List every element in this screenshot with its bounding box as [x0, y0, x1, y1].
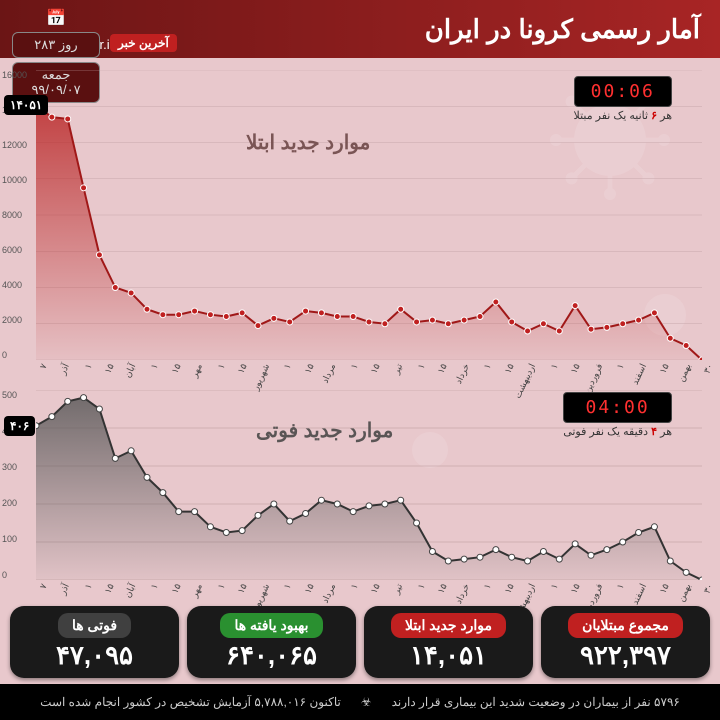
biohazard-icon: ☣	[361, 695, 372, 709]
day-number: روز ۲۸۳	[12, 32, 100, 58]
cases-chart-title: موارد جدید ابتلا	[246, 130, 370, 155]
stat-card: مجموع مبتلایان۹۲۲,۳۹۷	[541, 606, 710, 678]
header: آمار رسمی کرونا در ایران Akharinkhabar.i…	[0, 0, 720, 58]
deaths-end-value: ۴۰۶	[4, 416, 35, 436]
stat-label: مجموع مبتلایان	[568, 613, 683, 638]
stat-label: فوتی ها	[58, 613, 131, 638]
stat-card: فوتی ها۴۷,۰۹۵	[10, 606, 179, 678]
stat-value: ۴۷,۰۹۵	[56, 640, 133, 671]
cases-timer-caption: هر ۶ ثانیه یک نفر مبتلا	[574, 110, 672, 123]
deaths-timer-display: 04:00	[563, 392, 672, 423]
footer-tests: تاکنون ۵,۷۸۸,۰۱۶ آزمایش تشخیص در کشور ان…	[40, 695, 341, 709]
cases-x-axis: ۳۰بهمن۱۵اسفند۱فروردین۱۵۱اردیبهشت۱۵۱خرداد…	[36, 360, 702, 392]
cases-end-value: ۱۴۰۵۱	[4, 95, 48, 115]
cases-chart: موارد جدید ابتلا 02000400060008000100001…	[36, 70, 702, 360]
stat-cards: مجموع مبتلایان۹۲۲,۳۹۷موارد جدید ابتلا۱۴,…	[10, 606, 710, 678]
calendar-icon: 📅	[12, 8, 100, 28]
footer-severe: ۵۷۹۶ نفر از بیماران در وضعیت شدید این بی…	[392, 695, 680, 709]
stat-label: بهبود یافته ها	[220, 613, 322, 638]
cases-timer: 00:06 هر ۶ ثانیه یک نفر مبتلا	[574, 76, 672, 123]
deaths-chart: موارد جدید فوتی 0100200300400500 ۳۰بهمن۱…	[36, 390, 702, 580]
logo-badge: آخرین خبر	[110, 34, 177, 52]
footer: ۵۷۹۶ نفر از بیماران در وضعیت شدید این بی…	[0, 684, 720, 720]
deaths-timer-caption: هر ۴ دقیقه یک نفر فوتی	[563, 426, 672, 439]
deaths-chart-title: موارد جدید فوتی	[256, 418, 393, 443]
stat-card: بهبود یافته ها۶۴۰,۰۶۵	[187, 606, 356, 678]
stat-value: ۹۲۲,۳۹۷	[580, 640, 671, 671]
stat-card: موارد جدید ابتلا۱۴,۰۵۱	[364, 606, 533, 678]
page-title: آمار رسمی کرونا در ایران	[425, 14, 700, 45]
deaths-timer: 04:00 هر ۴ دقیقه یک نفر فوتی	[563, 392, 672, 439]
stat-label: موارد جدید ابتلا	[391, 613, 506, 638]
cases-timer-display: 00:06	[574, 76, 672, 107]
stat-value: ۱۴,۰۵۱	[410, 640, 487, 671]
stat-value: ۶۴۰,۰۶۵	[226, 640, 317, 671]
